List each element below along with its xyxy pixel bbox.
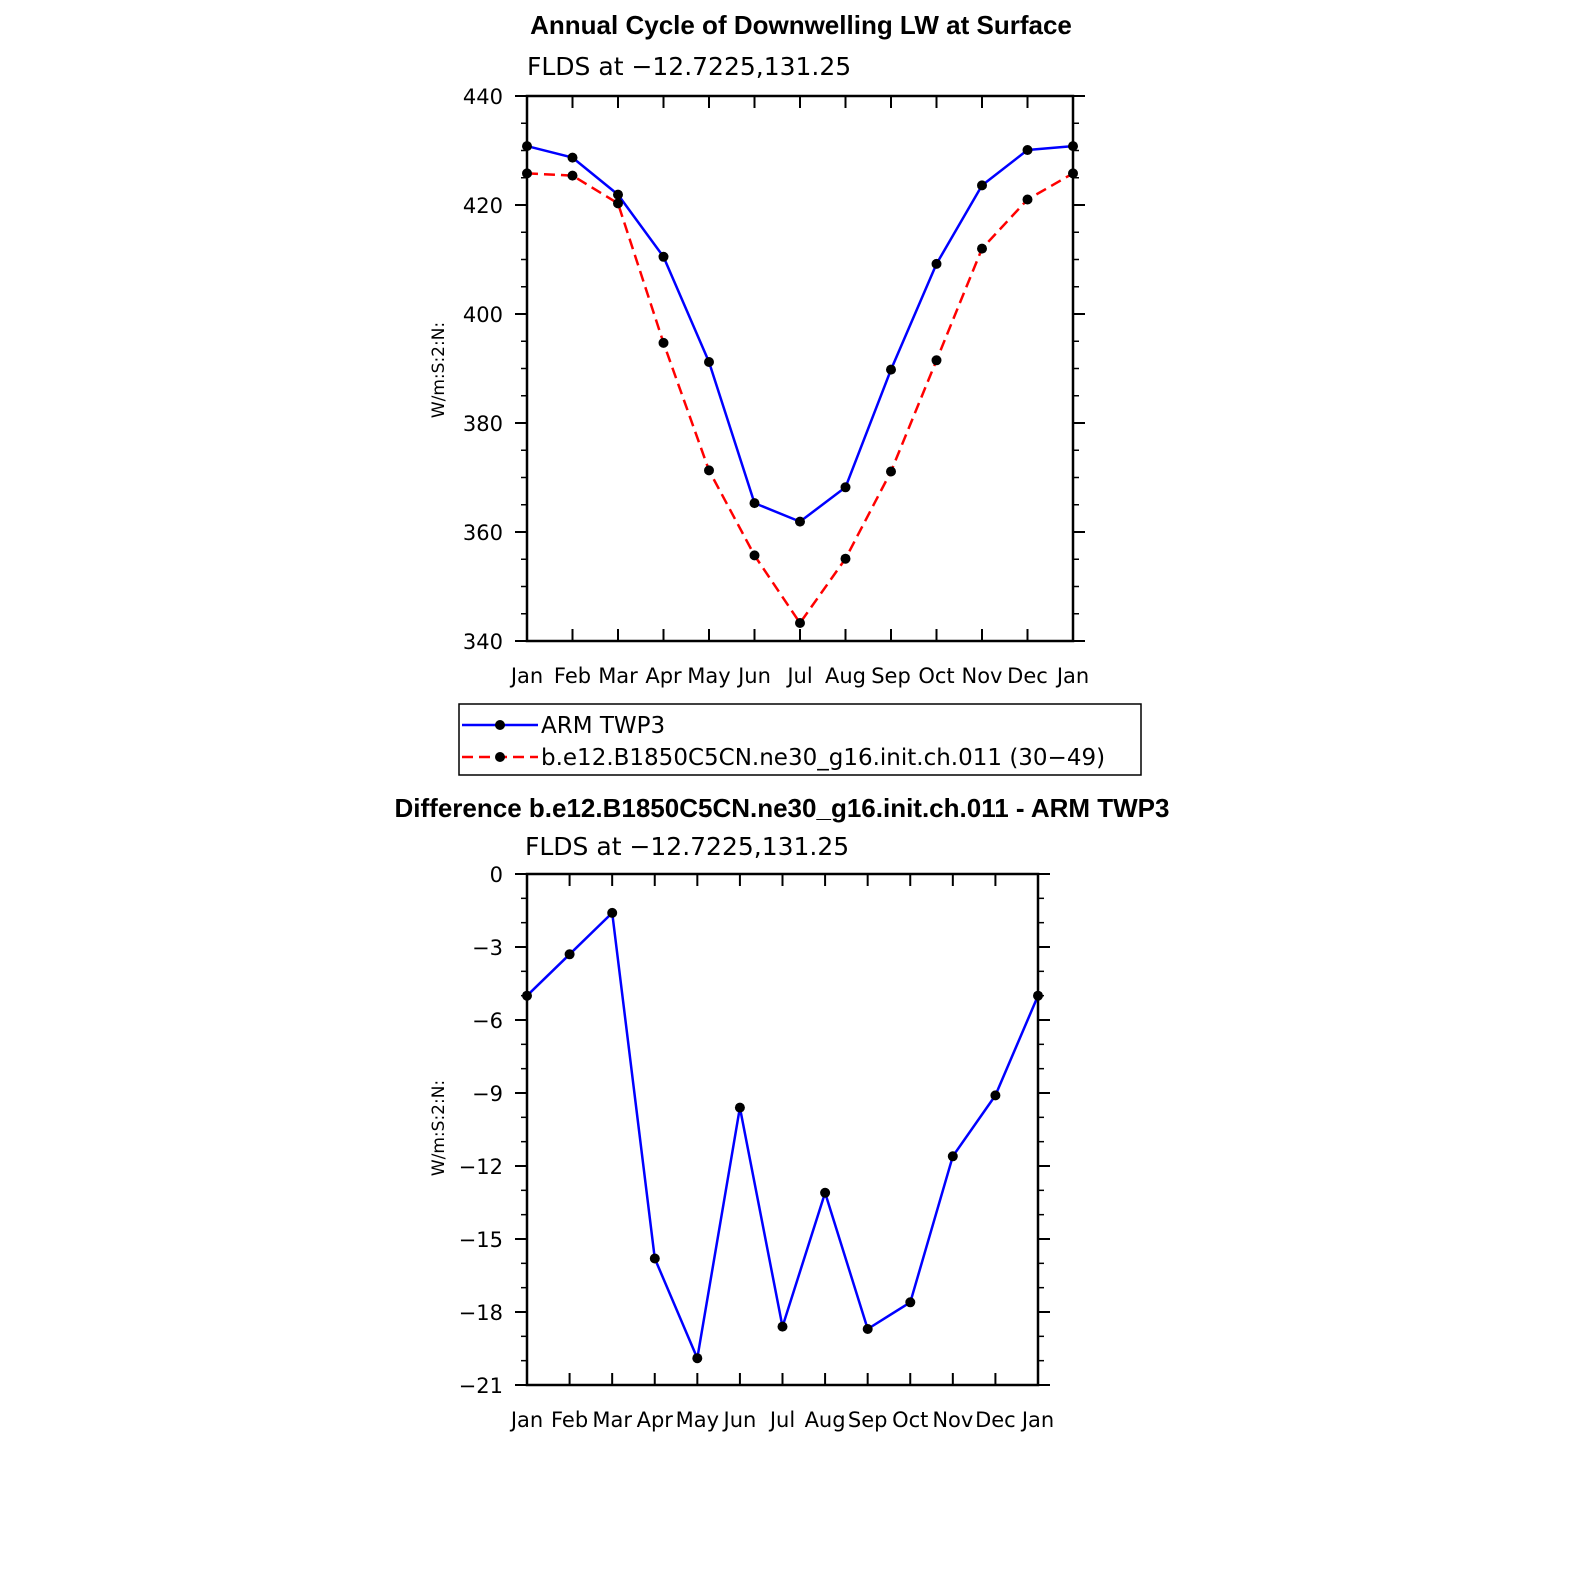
legend-label-arm: ARM TWP3 [541,713,665,739]
plot-frame [525,94,1075,643]
series-0-point [564,949,575,960]
series-0-point [777,1321,788,1332]
x-tick-label: Jun [722,1408,757,1432]
y-axis-label: W/m:S:2:N: [429,1080,449,1176]
chart-subtitle: FLDS at −12.7225,131.25 [525,832,849,861]
legend-marker-model [495,752,505,762]
y-tick-label: −21 [459,1374,503,1398]
chart-title: Annual Cycle of Downwelling LW at Surfac… [530,10,1072,40]
x-tick-label: Jan [509,664,543,688]
series-1-point [886,466,896,477]
x-tick-label: Nov [962,664,1003,688]
series-1-point [613,198,623,209]
series-0-point [931,258,942,269]
series-0-point [607,907,618,918]
x-tick-label: Jan [509,1408,543,1432]
y-tick-label: 420 [463,194,503,218]
y-tick-label: 380 [463,412,503,436]
y-tick-label: −6 [472,1009,503,1033]
y-tick-label: −9 [472,1082,503,1106]
x-tick-label: Dec [1007,664,1048,688]
y-tick-label: 360 [463,521,503,545]
x-tick-label: Apr [645,664,682,688]
x-tick-label: Jun [736,664,771,688]
series-0-point [862,1324,873,1334]
chart-title: Difference b.e12.B1850C5CN.ne30_g16.init… [395,793,1170,823]
y-axis-label: W/m:S:2:N: [429,322,449,418]
x-tick-label: Mar [592,1408,632,1432]
plot-frame [525,872,1040,1387]
series-1-point [658,337,669,348]
series-1-point [840,553,851,564]
series-0-point [658,251,669,262]
series-1-point [977,243,987,254]
x-tick-label: May [676,1408,719,1432]
x-tick-label: Apr [637,1408,674,1432]
series-0-point [692,1353,703,1364]
legend-box [458,703,1142,776]
x-tick-label: Feb [554,664,591,688]
series-line-0 [526,911,1040,1360]
x-tick-label: Sep [848,1408,888,1432]
x-tick-label: May [687,664,730,688]
series-0-point [820,1187,831,1198]
series-1-point [704,465,714,476]
x-tick-label: Oct [892,1408,928,1432]
series-1-point [749,550,760,561]
legend-marker-arm [495,720,505,730]
x-tick-label: Feb [551,1408,588,1432]
series-0-point [977,180,987,191]
series-0-point [886,364,896,375]
y-tick-label: −15 [459,1228,503,1252]
x-tick-label: Sep [871,664,911,688]
x-tick-label: Aug [825,664,866,688]
series-1-point [931,355,942,366]
x-tick-label: Jan [1020,1408,1054,1432]
x-tick-label: Jan [1055,664,1089,688]
annual-cycle-panel: Annual Cycle of Downwelling LW at Surfac… [429,10,1089,688]
series-0-point [947,1151,958,1162]
y-tick-label: −18 [459,1301,503,1325]
series-0-point [704,357,714,367]
series-0-point [613,189,623,200]
series-line-1 [526,172,1074,625]
y-tick-label: 440 [463,85,503,109]
series-line-0 [526,144,1074,523]
series-0-point [749,498,760,509]
legend-label-model: b.e12.B1850C5CN.ne30_g16.init.ch.011 (30… [541,745,1105,771]
x-tick-label: Jul [768,1408,795,1432]
x-tick-label: Dec [975,1408,1016,1432]
series-0-point [990,1090,1001,1101]
x-tick-label: Nov [932,1408,973,1432]
series-1-point [795,618,805,628]
y-tick-label: 400 [463,303,503,327]
series-0-point [905,1297,916,1308]
series-0-point [795,516,805,527]
series-1-point [567,170,578,181]
series-0-point [649,1253,660,1264]
x-tick-label: Jul [785,664,812,688]
legend: ARM TWP3 b.e12.B1850C5CN.ne30_g16.init.c… [458,703,1142,776]
x-tick-label: Mar [598,664,638,688]
y-tick-label: −3 [472,936,503,960]
x-tick-label: Oct [918,664,954,688]
series-0-point [734,1102,745,1113]
series-0-point [567,152,578,163]
x-tick-label: Aug [805,1408,846,1432]
y-tick-label: 340 [463,630,503,654]
difference-panel: Difference b.e12.B1850C5CN.ne30_g16.init… [395,793,1170,1432]
chart-subtitle: FLDS at −12.7225,131.25 [527,52,851,81]
y-tick-label: 0 [490,863,503,887]
y-tick-label: −12 [459,1155,503,1179]
series-0-point [1022,145,1033,155]
series-1-point [1022,194,1033,205]
series-0-point [840,482,851,493]
